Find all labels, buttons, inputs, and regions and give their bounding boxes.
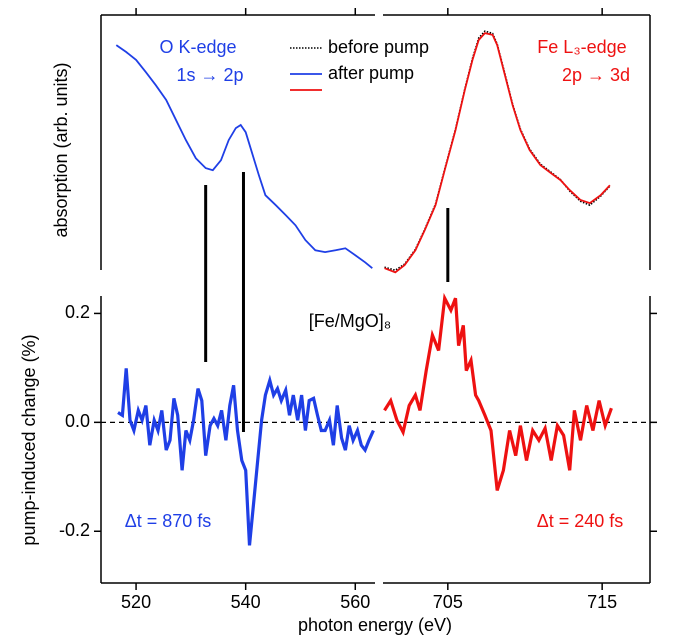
- x-tick-label: 520: [121, 592, 151, 612]
- annotation: O K-edge: [159, 37, 236, 57]
- legend-label: after pump: [328, 63, 414, 83]
- x-axis-label: photon energy (eV): [298, 615, 452, 635]
- x-tick-label: 540: [231, 592, 261, 612]
- x-tick-label: 715: [587, 592, 617, 612]
- x-tick-label: 705: [433, 592, 463, 612]
- y-tick-label: 0.0: [65, 411, 90, 431]
- data-line: [383, 292, 613, 491]
- annotation: Δt = 240 fs: [537, 511, 624, 531]
- y-tick-label: -0.2: [59, 520, 90, 540]
- y-axis-label: absorption (arb. units): [51, 62, 71, 237]
- y-tick-label: 0.2: [65, 302, 90, 322]
- annotation: Fe L₃-edge: [537, 37, 626, 57]
- annotation: Δt = 870 fs: [125, 511, 212, 531]
- x-tick-label: 560: [340, 592, 370, 612]
- data-line: [115, 44, 373, 269]
- y-axis-label: pump-induced change (%): [19, 334, 39, 545]
- annotation: 1s → 2p: [176, 65, 243, 85]
- annotation: [Fe/MgO]₈: [309, 311, 391, 331]
- data-line: [117, 368, 375, 546]
- data-line: [384, 32, 611, 274]
- legend-label: before pump: [328, 37, 429, 57]
- annotation: 2p → 3d: [562, 65, 630, 85]
